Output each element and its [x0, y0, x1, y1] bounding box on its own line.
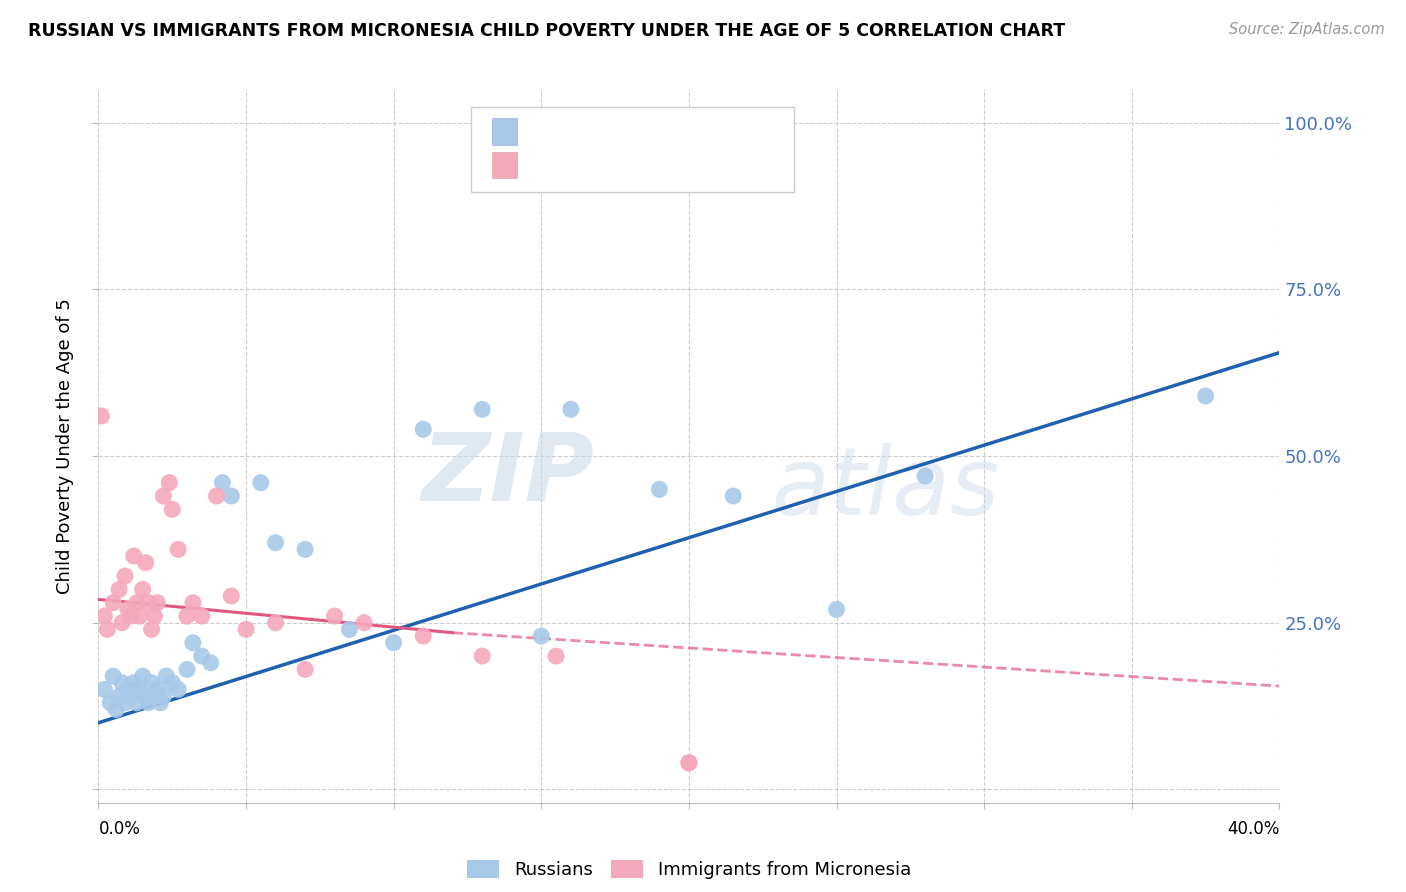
- Point: [648, 483, 671, 497]
- Point: [530, 629, 553, 643]
- Point: [323, 609, 346, 624]
- Point: [167, 682, 190, 697]
- Point: [135, 556, 157, 570]
- Text: 0.546: 0.546: [560, 122, 614, 140]
- Point: [105, 702, 128, 716]
- Point: [122, 675, 145, 690]
- Point: [914, 469, 936, 483]
- Point: [678, 756, 700, 770]
- Point: [111, 615, 134, 630]
- Point: [128, 682, 150, 697]
- Point: [152, 689, 174, 703]
- Point: [211, 475, 233, 490]
- Point: [114, 696, 136, 710]
- Point: [96, 623, 118, 637]
- Point: [339, 623, 360, 637]
- Legend: Russians, Immigrants from Micronesia: Russians, Immigrants from Micronesia: [460, 853, 918, 887]
- Point: [138, 696, 160, 710]
- Point: [143, 609, 166, 624]
- Point: [412, 422, 434, 436]
- Point: [128, 609, 150, 624]
- Point: [353, 615, 375, 630]
- Point: [103, 596, 125, 610]
- Point: [152, 489, 174, 503]
- Text: N =: N =: [627, 156, 666, 174]
- Text: 35: 35: [661, 156, 685, 174]
- Point: [162, 502, 183, 516]
- Point: [146, 682, 169, 697]
- Text: ZIP: ZIP: [422, 428, 595, 521]
- Point: [294, 662, 316, 676]
- Text: RUSSIAN VS IMMIGRANTS FROM MICRONESIA CHILD POVERTY UNDER THE AGE OF 5 CORRELATI: RUSSIAN VS IMMIGRANTS FROM MICRONESIA CH…: [28, 22, 1066, 40]
- Point: [167, 542, 190, 557]
- Point: [98, 696, 121, 710]
- Point: [382, 636, 405, 650]
- Point: [471, 402, 494, 417]
- Text: atlas: atlas: [772, 443, 1000, 534]
- Point: [155, 669, 177, 683]
- Point: [146, 596, 169, 610]
- Text: 43: 43: [661, 122, 685, 140]
- Point: [93, 682, 115, 697]
- Point: [132, 669, 155, 683]
- Point: [219, 589, 242, 603]
- Point: [205, 489, 228, 503]
- Point: [141, 623, 163, 637]
- Point: [117, 682, 139, 697]
- Point: [157, 475, 180, 490]
- Point: [162, 675, 183, 690]
- Point: [143, 689, 166, 703]
- Point: [117, 602, 139, 616]
- Point: [132, 582, 155, 597]
- Point: [471, 649, 494, 664]
- Point: [111, 675, 134, 690]
- Point: [264, 615, 287, 630]
- Point: [723, 489, 745, 503]
- Point: [135, 689, 157, 703]
- Point: [191, 609, 214, 624]
- Point: [294, 542, 316, 557]
- Point: [825, 602, 848, 616]
- Point: [138, 596, 160, 610]
- Point: [108, 582, 131, 597]
- Point: [1195, 389, 1218, 403]
- Text: R =: R =: [526, 156, 564, 174]
- Point: [176, 662, 198, 676]
- Point: [546, 649, 568, 664]
- Point: [250, 475, 273, 490]
- Point: [149, 696, 172, 710]
- Point: [93, 609, 115, 624]
- Point: [560, 402, 582, 417]
- Point: [200, 656, 222, 670]
- Text: -0.092: -0.092: [560, 156, 621, 174]
- Point: [114, 569, 136, 583]
- Point: [264, 535, 287, 549]
- Point: [678, 756, 700, 770]
- Text: Source: ZipAtlas.com: Source: ZipAtlas.com: [1229, 22, 1385, 37]
- Text: 40.0%: 40.0%: [1227, 820, 1279, 838]
- Point: [181, 636, 204, 650]
- Text: 0.0%: 0.0%: [98, 820, 141, 838]
- Text: N =: N =: [627, 122, 666, 140]
- Point: [141, 675, 163, 690]
- Point: [219, 489, 242, 503]
- Point: [120, 609, 142, 624]
- Point: [125, 596, 148, 610]
- Point: [191, 649, 214, 664]
- Point: [125, 696, 148, 710]
- Text: R =: R =: [526, 122, 564, 140]
- Point: [235, 623, 257, 637]
- Point: [176, 609, 198, 624]
- Point: [181, 596, 204, 610]
- Point: [103, 669, 125, 683]
- Point: [122, 549, 145, 563]
- Point: [108, 689, 131, 703]
- Point: [412, 629, 434, 643]
- Point: [120, 689, 142, 703]
- Y-axis label: Child Poverty Under the Age of 5: Child Poverty Under the Age of 5: [56, 298, 75, 594]
- Point: [90, 409, 112, 423]
